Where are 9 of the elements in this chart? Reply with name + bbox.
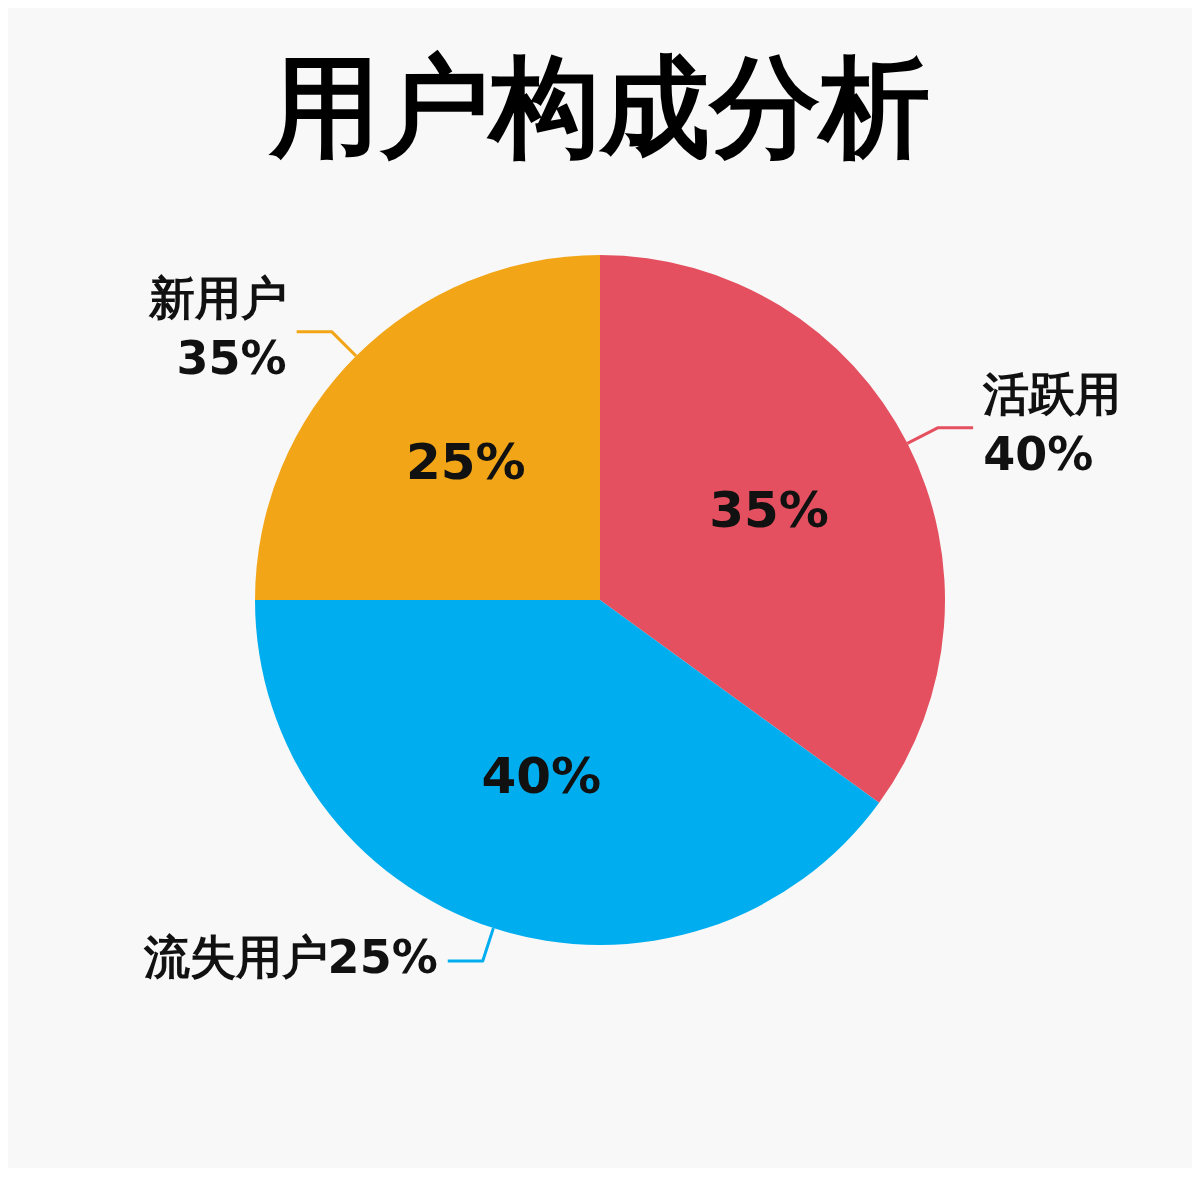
data-label: 35% (709, 480, 829, 539)
category-label: 流失用户25% (143, 929, 438, 984)
slice-label: 活跃用 (982, 366, 1122, 421)
text: 35% (176, 330, 287, 385)
data-label: 25% (405, 432, 526, 491)
chart-title: 用户构成分析 (267, 41, 931, 173)
text: 40% (983, 426, 1094, 481)
slice-label: 新用户 (147, 270, 287, 325)
data-label: 40% (481, 747, 602, 806)
